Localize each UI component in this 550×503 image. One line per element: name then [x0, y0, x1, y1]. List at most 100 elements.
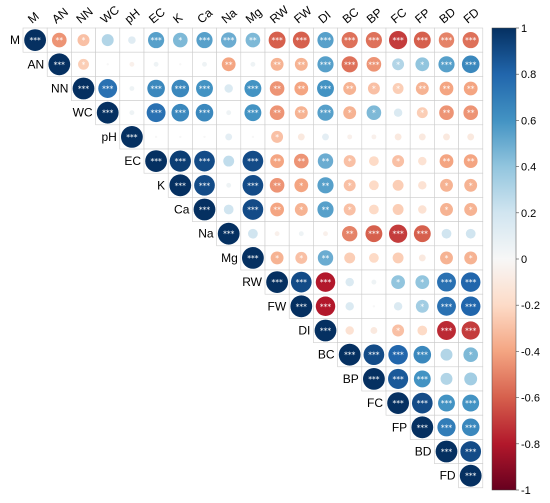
- significance-label: **: [322, 254, 330, 263]
- colorbar-tick-label: -0.8: [521, 439, 540, 451]
- correlation-circle-Na-FD: [465, 228, 476, 239]
- significance-label: **: [298, 109, 306, 118]
- correlation-circle-pH-EC: [154, 135, 158, 139]
- significance-label: *: [396, 327, 400, 336]
- correlation-circle-EC-BP: [369, 156, 379, 166]
- significance-label: **: [467, 157, 475, 166]
- correlation-circle-M-BD: [438, 32, 455, 48]
- row-label-WC: WC: [73, 106, 93, 120]
- correlation-circle-NN-Na: [224, 84, 233, 93]
- significance-label: ***: [368, 375, 380, 384]
- significance-label: ***: [150, 36, 162, 45]
- row-label-FD: FD: [440, 469, 456, 483]
- correlation-circle-M-NN: [77, 34, 90, 47]
- significance-label: ***: [417, 230, 429, 239]
- grid-cell: [313, 124, 338, 150]
- significance-label: ***: [199, 85, 211, 94]
- significance-label: **: [346, 85, 354, 94]
- significance-label: **: [443, 85, 451, 94]
- significance-label: **: [322, 157, 330, 166]
- significance-label: **: [443, 157, 451, 166]
- significance-label: ***: [441, 278, 453, 287]
- correlation-circle-Ca-BP: [369, 204, 379, 215]
- correlation-circle-FW-FC: [393, 302, 403, 311]
- correlation-circle-Mg-Mg: [242, 247, 264, 269]
- correlation-circle-Mg-FD: [464, 251, 478, 265]
- correlation-circle-RW-FP: [415, 275, 430, 289]
- correlation-circle-M-M: [24, 29, 46, 51]
- row-label-Ca: Ca: [174, 203, 190, 217]
- significance-label: *: [445, 181, 449, 190]
- correlation-circle-EC-FP: [418, 156, 427, 166]
- correlation-circle-RW-BP: [371, 279, 377, 285]
- correlation-circle-AN-BP: [366, 56, 382, 72]
- significance-label: ***: [199, 109, 211, 118]
- significance-label: ***: [175, 181, 187, 190]
- significance-label: ***: [368, 351, 380, 360]
- correlation-circle-DI-BD: [437, 321, 456, 340]
- significance-label: *: [396, 60, 400, 69]
- correlation-circle-NN-K: [171, 79, 190, 98]
- correlation-circle-Ca-Na: [223, 204, 234, 215]
- correlation-circle-Na-FC: [388, 224, 408, 243]
- significance-label: **: [225, 60, 233, 69]
- significance-label: ***: [175, 157, 187, 166]
- correlation-circle-Ca-Mg: [242, 199, 264, 220]
- significance-label: ***: [247, 206, 259, 215]
- significance-label: *: [348, 109, 352, 118]
- correlation-circle-EC-FW: [293, 153, 309, 169]
- significance-label: ***: [441, 448, 453, 457]
- correlation-circle-Ca-FD: [464, 203, 478, 216]
- significance-label: ***: [247, 157, 259, 166]
- significance-label: *: [420, 278, 424, 287]
- significance-label: **: [273, 157, 281, 166]
- correlation-circle-pH-Na: [225, 133, 233, 141]
- column-label-NN: NN: [73, 4, 95, 26]
- significance-label: *: [299, 181, 303, 190]
- significance-label: ***: [150, 109, 162, 118]
- column-label-Mg: Mg: [243, 5, 265, 26]
- significance-label: ***: [199, 36, 211, 45]
- significance-label: ***: [368, 36, 380, 45]
- colorbar-tick-label: 0.2: [521, 208, 536, 220]
- row-label-EC: EC: [124, 154, 141, 168]
- correlation-circle-Mg-BP: [369, 253, 379, 263]
- colorbar-tick-label: 0: [521, 254, 527, 266]
- significance-label: ***: [465, 60, 477, 69]
- row-label-BP: BP: [343, 372, 359, 386]
- column-label-Na: Na: [219, 6, 240, 27]
- correlation-circle-Na-RW: [274, 231, 280, 237]
- correlation-circle-pH-BD: [443, 133, 450, 141]
- significance-label: **: [467, 109, 475, 118]
- correlation-circle-pH-pH: [120, 125, 143, 148]
- correlation-circle-WC-BD: [439, 105, 454, 121]
- significance-label: ***: [78, 85, 90, 94]
- significance-label: ***: [247, 85, 259, 94]
- correlation-circle-WC-RW: [269, 105, 285, 121]
- significance-label: *: [420, 302, 424, 311]
- correlation-circle-NN-FD: [463, 81, 478, 96]
- correlation-circle-NN-FW: [294, 81, 309, 96]
- correlation-circle-M-FD: [462, 32, 479, 49]
- significance-label: **: [419, 85, 427, 94]
- correlation-circle-M-FW: [292, 31, 310, 49]
- correlation-circle-BC-BD: [440, 348, 453, 361]
- correlation-circle-NN-DI: [317, 80, 334, 97]
- colorbar: 1 0.8 0.6 0.4 0.2 0 -0.2 -0.4 -0.6 -0.8 -1: [491, 23, 540, 497]
- column-label-FP: FP: [412, 6, 433, 27]
- significance-label: *: [348, 206, 352, 215]
- significance-label: ***: [417, 375, 429, 384]
- correlation-circle-M-Ca: [196, 32, 213, 49]
- significance-label: *: [469, 181, 473, 190]
- significance-label: **: [322, 206, 330, 215]
- row-label-FC: FC: [367, 396, 383, 410]
- correlation-circle-NN-pH: [129, 86, 135, 91]
- correlation-circle-BC-FP: [413, 345, 432, 364]
- correlation-circle-K-BC: [343, 179, 356, 192]
- correlation-circle-WC-DI: [317, 104, 334, 121]
- significance-label: **: [298, 157, 306, 166]
- correlation-circle-Na-BP: [365, 225, 383, 243]
- correlation-circle-AN-FW: [294, 57, 308, 71]
- row-label-K: K: [157, 178, 165, 192]
- correlation-circle-BP-BP: [363, 368, 385, 390]
